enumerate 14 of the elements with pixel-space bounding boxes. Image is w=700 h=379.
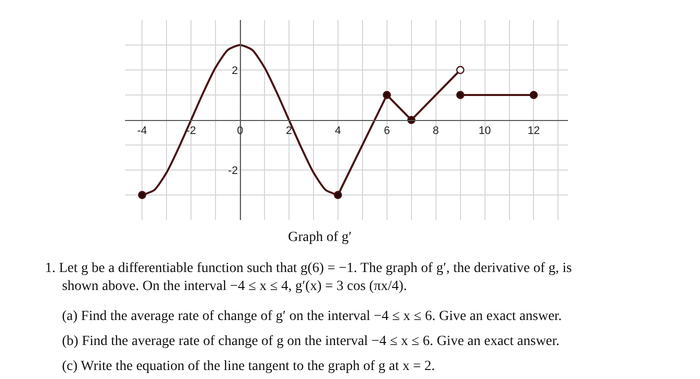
text: shown above. On the interval −4 ≤ x ≤ 4, g′(x) = 3 cos (πx/4). — [62, 279, 407, 294]
x-tick-label: 6 — [384, 125, 390, 138]
text: (b) Find the average rate of change of g on the interval −4 ≤ x ≤ 6. Give an exact answer. — [62, 334, 560, 349]
text: (c) Write the equation of the line tangent to the graph of g at x = 2. — [62, 359, 435, 374]
x-tick-label: 8 — [432, 125, 439, 138]
x-tick-label: 4 — [334, 125, 341, 138]
text: Graph of g′ — [288, 230, 352, 245]
text: 1. Let g be a differentiable function such that g(6) = −1. The graph of g′, the derivative of g, is — [45, 261, 572, 276]
text: (a) Find the average rate of change of g′ on the interval −4 ≤ x ≤ 6. Give an exact answer. — [62, 309, 562, 324]
x-tick-label: -2 — [186, 125, 196, 138]
x-tick-label: 10 — [478, 125, 491, 138]
x-tick-label: -4 — [137, 125, 148, 138]
x-tick-label: 2 — [286, 125, 292, 138]
x-tick-label: 12 — [528, 125, 540, 138]
